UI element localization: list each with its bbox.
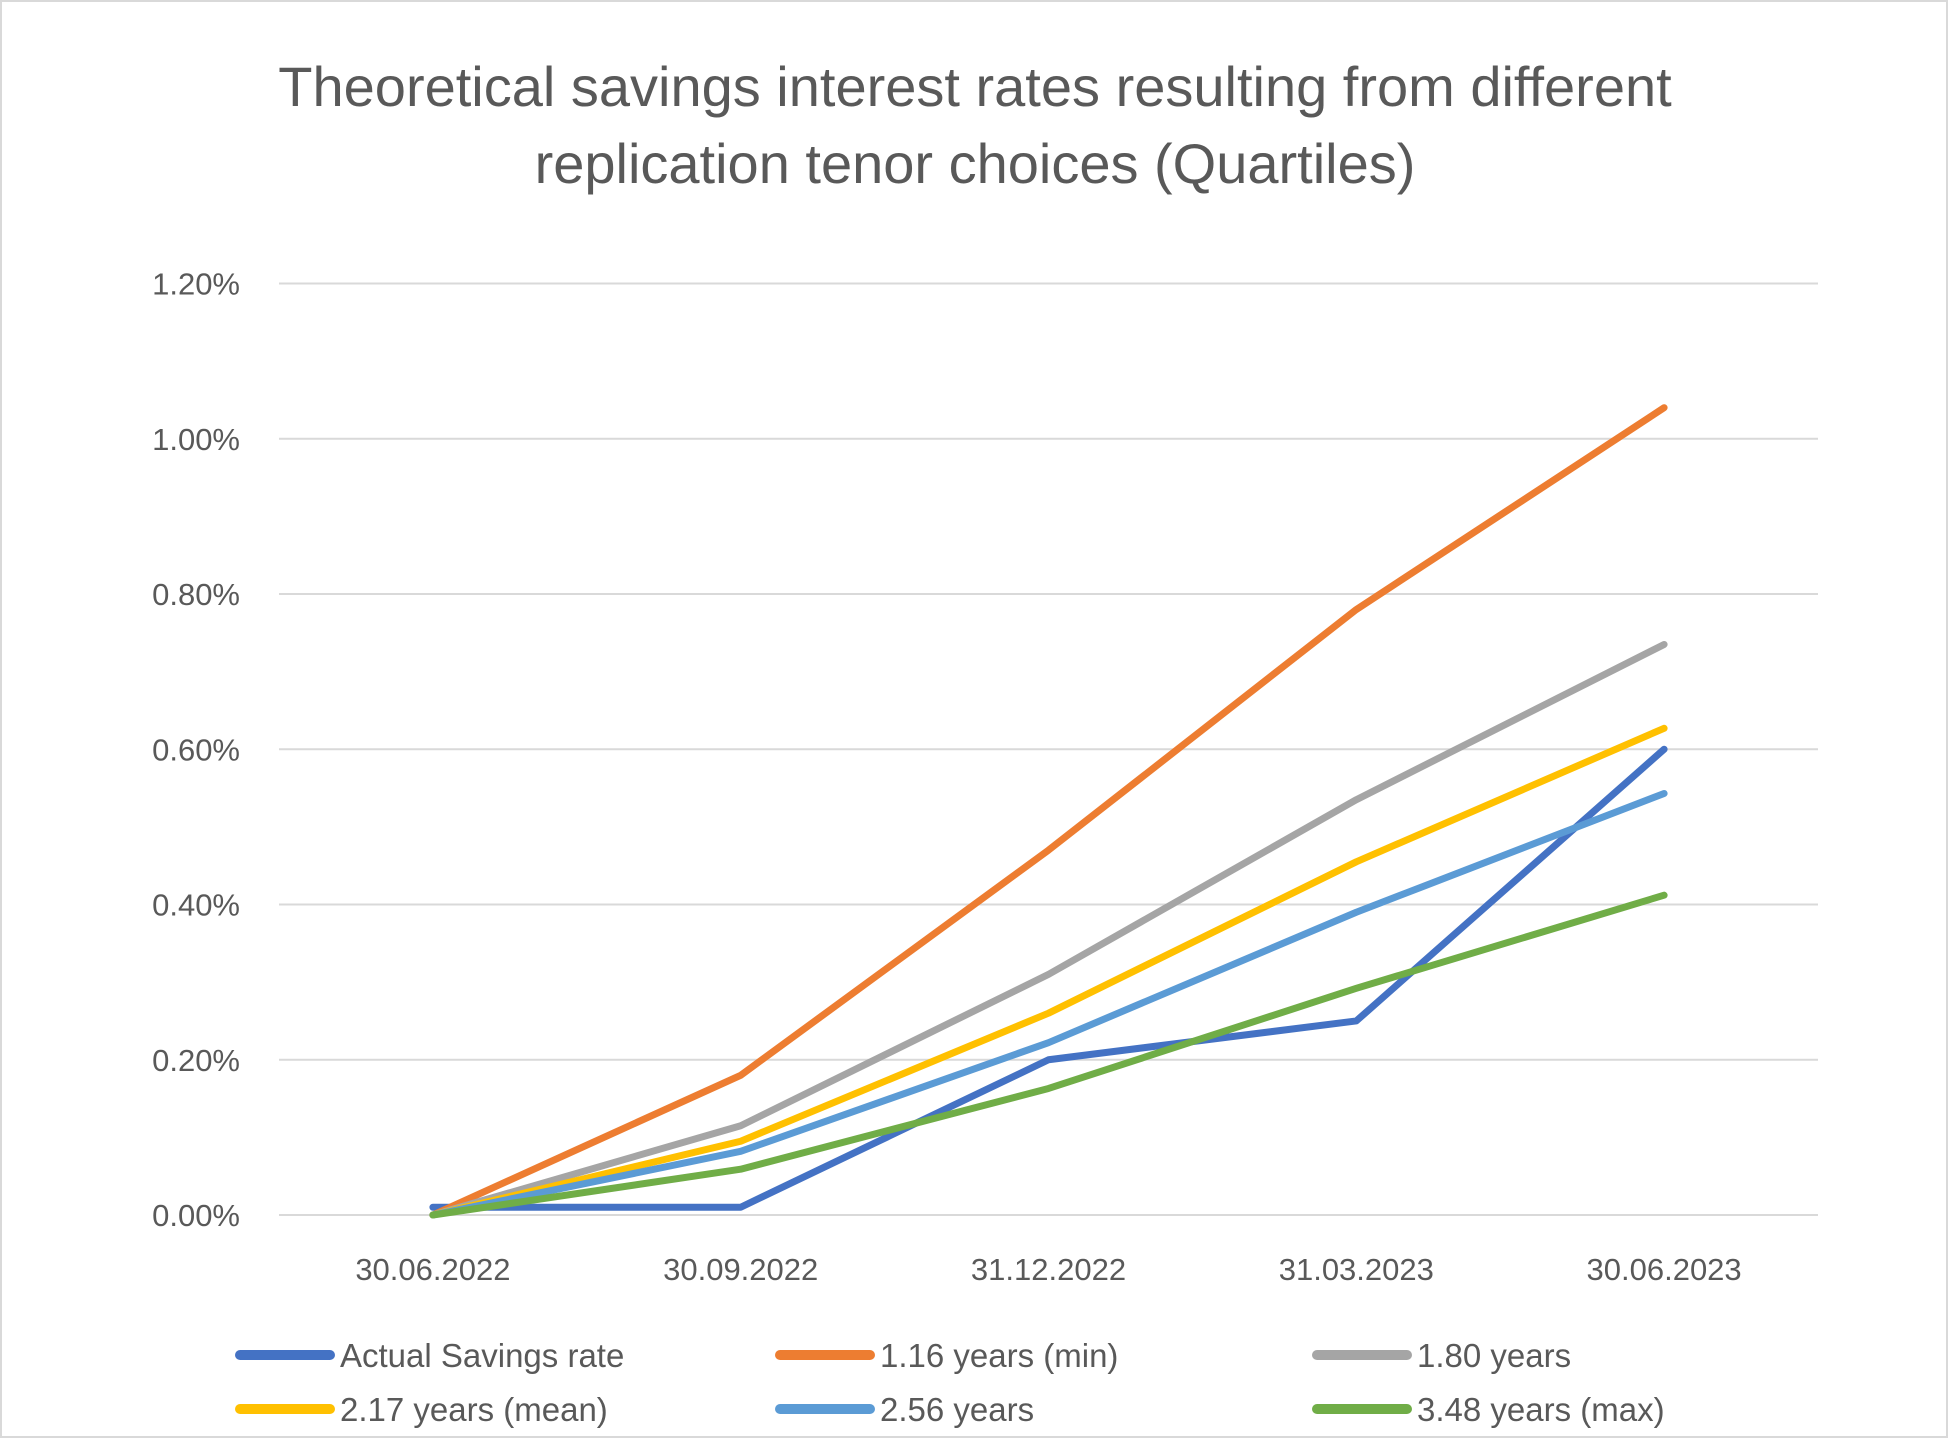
- x-tick-label: 31.12.2022: [971, 1252, 1126, 1287]
- series-line-0: [429, 745, 1668, 1211]
- legend-label: 1.80 years: [1417, 1337, 1571, 1374]
- y-tick-label: 0.00%: [152, 1198, 240, 1233]
- series-line-2: [429, 640, 1668, 1219]
- y-tick-label: 1.20%: [152, 267, 240, 302]
- x-tick-label: 30.06.2022: [355, 1252, 510, 1287]
- legend-label: Actual Savings rate: [340, 1337, 624, 1374]
- y-axis: 0.00% 0.20% 0.40% 0.60% 0.80% 1.00% 1.20%: [152, 267, 240, 1234]
- legend-label: 1.16 years (min): [880, 1337, 1118, 1374]
- chart-title-line-2: replication tenor choices (Quartiles): [535, 132, 1416, 195]
- series-lines: [429, 404, 1668, 1219]
- y-tick-label: 0.20%: [152, 1043, 240, 1078]
- y-tick-label: 0.60%: [152, 732, 240, 767]
- y-tick-label: 0.80%: [152, 577, 240, 612]
- series-line-1: [429, 404, 1668, 1219]
- y-tick-label: 1.00%: [152, 422, 240, 457]
- legend-label: 2.17 years (mean): [340, 1391, 608, 1428]
- x-axis: 30.06.2022 30.09.2022 31.12.2022 31.03.2023…: [355, 1252, 1741, 1287]
- gridlines: [279, 282, 1818, 1216]
- y-tick-label: 0.40%: [152, 888, 240, 923]
- x-tick-label: 30.09.2022: [663, 1252, 818, 1287]
- x-tick-label: 30.06.2023: [1587, 1252, 1742, 1287]
- series-line-5: [429, 891, 1668, 1219]
- legend: Actual Savings rate 1.16 years (min) 1.80 …: [235, 1337, 1665, 1428]
- chart-title-line-1: Theoretical savings interest rates resul…: [278, 55, 1672, 118]
- series-line-4: [429, 789, 1668, 1219]
- series-line-3: [429, 724, 1668, 1219]
- legend-label: 2.56 years: [880, 1391, 1034, 1428]
- x-tick-label: 31.03.2023: [1279, 1252, 1434, 1287]
- legend-label: 3.48 years (max): [1417, 1391, 1665, 1428]
